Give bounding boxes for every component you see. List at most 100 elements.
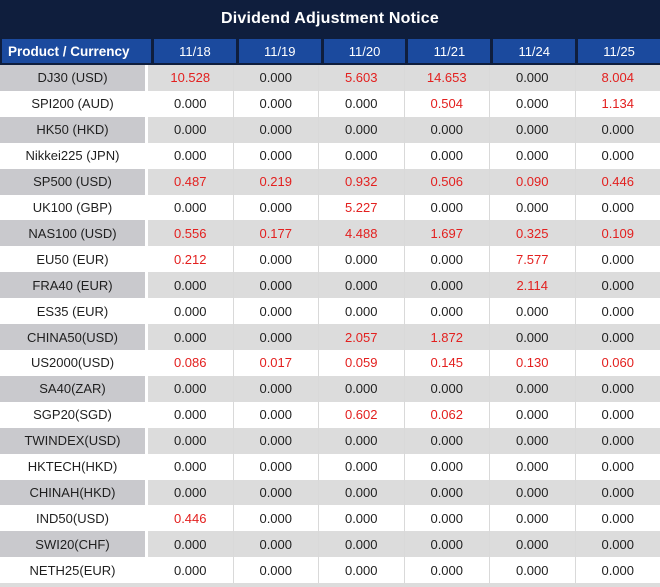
table-row: CHINA50(USD) 0.000 0.000 2.057 1.872 0.000 0.0… [0,324,660,350]
value-cell: 0.000 [233,65,319,91]
value-cell: 0.000 [148,324,234,350]
value-cell: 0.000 [233,116,319,143]
value-cell: 0.059 [319,349,405,376]
value-cell: 0.000 [404,427,490,454]
value-cell: 0.000 [404,272,490,299]
value-cell: 0.000 [404,298,490,325]
value-cell: 0.000 [148,453,234,480]
product-cell: FRA40 (EUR) [0,272,148,299]
value-cell: 1.134 [575,90,660,117]
value-cell: 0.000 [148,90,234,117]
value-cell: 0.000 [319,272,405,299]
value-cell: 0.000 [575,479,660,506]
product-cell: HKTECH(HKD) [0,453,148,480]
value-cell: 0.000 [233,505,319,532]
product-cell: CHINAH(HKD) [0,479,148,506]
product-cell: SWI20(CHF) [0,531,148,558]
table-row: SGP20(SGD) 0.000 0.000 0.602 0.062 0.000 0.000 [0,401,660,428]
value-cell: 0.000 [233,298,319,325]
table-row: FRA40 (EUR) 0.000 0.000 0.000 0.000 2.114 0.00… [0,272,660,299]
table-row: IND50(USD) 0.446 0.000 0.000 0.000 0.000 0.000 [0,505,660,532]
table-row: CHINAH(HKD) 0.000 0.000 0.000 0.000 0.000 0.00… [0,479,660,506]
product-cell: SP500 (USD) [0,168,148,195]
value-cell: 4.488 [319,220,405,247]
value-cell: 0.000 [575,194,660,221]
table-row: Nikkei225 (JPN) 0.000 0.000 0.000 0.000 0.000… [0,142,660,169]
value-cell: 0.000 [490,65,576,91]
value-cell: 0.000 [490,479,576,506]
value-cell: 1.697 [404,220,490,247]
value-cell: 0.000 [233,375,319,402]
value-cell: 0.090 [490,168,576,195]
value-cell: 0.000 [233,90,319,117]
value-cell: 0.000 [575,142,660,169]
value-cell: 0.000 [319,479,405,506]
value-cell: 0.000 [233,453,319,480]
table-row: NETH25(EUR) 0.000 0.000 0.000 0.000 0.000 0.00… [0,557,660,584]
value-cell: 0.000 [404,194,490,221]
value-cell: 0.000 [319,90,405,117]
col-header-date-5: 11/24 [493,39,576,63]
value-cell: 0.000 [319,298,405,325]
product-cell: US2000(USD) [0,349,148,376]
table-row: SP500 (USD) 0.487 0.219 0.932 0.506 0.090 0.44… [0,168,660,195]
value-cell: 0.000 [233,142,319,169]
product-cell: TWINDEX(USD) [0,427,148,454]
table-row: US2000(USD) 0.086 0.017 0.059 0.145 0.130 0.06… [0,349,660,376]
value-cell: 0.000 [575,298,660,325]
value-cell: 1.872 [404,324,490,350]
product-cell: UK100 (GBP) [0,194,148,221]
value-cell: 0.000 [575,246,660,273]
value-cell: 0.000 [319,142,405,169]
value-cell: 0.325 [490,220,576,247]
value-cell: 0.000 [490,531,576,558]
value-cell: 0.000 [490,453,576,480]
value-cell: 14.653 [404,65,490,91]
value-cell: 0.000 [490,505,576,532]
product-cell: DJ30 (USD) [0,65,148,91]
product-cell: SPI200 (AUD) [0,90,148,117]
value-cell: 0.000 [233,194,319,221]
value-cell: 0.556 [148,220,234,247]
value-cell: 0.000 [490,142,576,169]
value-cell: 0.000 [148,142,234,169]
table-row: DJ30 (USD) 10.528 0.000 5.603 14.653 0.000 8.0… [0,65,660,91]
value-cell: 0.000 [404,479,490,506]
col-header-product: Product / Currency [2,39,151,63]
table-row: TWINDEX(USD) 0.000 0.000 0.000 0.000 0.000 0.0… [0,427,660,454]
value-cell: 0.000 [233,401,319,428]
value-cell: 0.109 [575,220,660,247]
value-cell: 0.000 [148,375,234,402]
value-cell: 0.000 [490,194,576,221]
value-cell: 0.145 [404,349,490,376]
value-cell: 0.000 [233,531,319,558]
product-cell: SGP20(SGD) [0,401,148,428]
value-cell: 0.000 [233,246,319,273]
table-header-row: Product / Currency 11/18 11/19 11/20 11/… [0,37,660,65]
table-row: HKTECH(HKD) 0.000 0.000 0.000 0.000 0.000 0.00… [0,453,660,480]
col-header-date-4: 11/21 [408,39,491,63]
value-cell: 0.177 [233,220,319,247]
value-cell: 0.000 [148,401,234,428]
value-cell: 0.000 [575,427,660,454]
value-cell: 0.000 [233,427,319,454]
product-cell: NETH25(EUR) [0,557,148,584]
value-cell: 0.000 [490,298,576,325]
value-cell: 0.000 [148,427,234,454]
value-cell: 0.000 [490,427,576,454]
product-cell: IND50(USD) [0,505,148,532]
product-cell: Nikkei225 (JPN) [0,142,148,169]
value-cell: 0.000 [319,427,405,454]
value-cell: 0.000 [575,401,660,428]
value-cell: 0.000 [233,272,319,299]
value-cell: 0.000 [148,272,234,299]
value-cell: 0.000 [233,479,319,506]
product-cell: EU50 (EUR) [0,246,148,273]
product-cell: ES35 (EUR) [0,298,148,325]
table-row: HK50 (HKD) 0.000 0.000 0.000 0.000 0.000 0.000 [0,116,660,143]
value-cell: 0.062 [404,401,490,428]
value-cell: 0.000 [148,116,234,143]
value-cell: 0.000 [148,531,234,558]
table-row: NAS100 (USD) 0.556 0.177 4.488 1.697 0.325 0.1… [0,220,660,247]
